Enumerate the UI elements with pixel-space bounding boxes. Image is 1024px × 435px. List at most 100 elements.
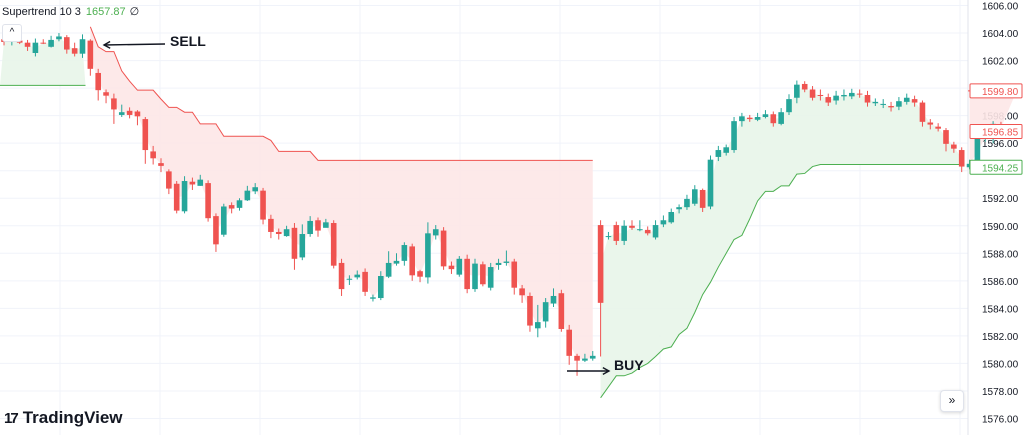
candle-body xyxy=(739,116,745,122)
candle-body xyxy=(668,211,675,223)
candle-body xyxy=(401,245,408,261)
candle-body xyxy=(448,265,455,270)
candle-body xyxy=(487,267,494,288)
candle-body xyxy=(935,126,941,129)
candle-body xyxy=(495,262,502,265)
indicator-legend[interactable]: Supertrend 10 3 1657.87 ∅ xyxy=(2,5,139,18)
candle-body xyxy=(283,229,290,237)
logo-text: TradingView xyxy=(22,408,123,427)
candle-body xyxy=(582,358,588,361)
candle-body xyxy=(888,105,894,108)
candle-body xyxy=(260,190,266,220)
candle-body xyxy=(660,220,667,225)
candle-body xyxy=(370,297,376,299)
candle-body xyxy=(150,151,156,159)
y-tick-label: 1602.00 xyxy=(982,57,1019,68)
candle-body xyxy=(307,220,313,235)
y-tick-label: 1580.00 xyxy=(982,359,1019,370)
candle-body xyxy=(236,200,243,208)
candle-body xyxy=(221,206,227,235)
supertrend-down-fill xyxy=(90,26,593,360)
indicator-extra: ∅ xyxy=(129,6,140,18)
tradingview-logo[interactable]: 17 TradingView xyxy=(4,408,123,428)
candle-body xyxy=(613,225,620,241)
candle-body xyxy=(142,119,149,151)
candle-body xyxy=(464,258,470,290)
candle-body xyxy=(903,97,910,102)
double-chevron-right-icon: » xyxy=(948,393,956,407)
sell-arrow-head xyxy=(102,40,111,49)
candle-body xyxy=(252,187,258,192)
candle-body xyxy=(943,130,949,144)
candle-body xyxy=(126,110,133,115)
candle-body xyxy=(118,112,125,115)
candle-body xyxy=(48,39,54,47)
candle-body xyxy=(896,101,902,107)
candle-body xyxy=(354,274,361,278)
candle-body xyxy=(621,225,627,241)
price-label-box xyxy=(969,123,1023,139)
candle-body xyxy=(841,94,847,97)
candle-body xyxy=(864,94,871,103)
candle-body xyxy=(181,181,188,212)
candle-body xyxy=(927,122,934,125)
candle-body xyxy=(417,271,423,277)
candle-body xyxy=(707,159,714,207)
candle-body xyxy=(393,260,400,264)
candle-body xyxy=(299,234,306,258)
candle-body xyxy=(197,179,204,186)
candle-body xyxy=(166,171,172,189)
candle-body xyxy=(503,261,510,263)
candle-body xyxy=(244,190,251,201)
y-tick-label: 1590.00 xyxy=(982,222,1019,233)
candle-body xyxy=(746,117,753,120)
y-tick-label: 1586.00 xyxy=(982,277,1019,288)
candle-body xyxy=(268,218,274,232)
candle-body xyxy=(362,271,368,292)
candle-body xyxy=(550,295,557,304)
collapse-legend-button[interactable]: ^ xyxy=(2,24,22,42)
candle-body xyxy=(880,103,886,105)
candle-body xyxy=(833,95,839,101)
candle-body xyxy=(64,37,70,50)
candle-body xyxy=(87,40,94,69)
tradingview-logo-icon: 17 xyxy=(4,409,19,427)
candle-body xyxy=(801,83,808,90)
candle-body xyxy=(699,189,706,208)
candle-body xyxy=(911,99,918,103)
candle-body xyxy=(338,262,345,290)
candle-body xyxy=(597,225,604,303)
candle-body xyxy=(432,229,439,236)
sell-arrow xyxy=(103,43,166,46)
y-tick-label: 1588.00 xyxy=(982,249,1019,260)
scroll-to-realtime-button[interactable]: » xyxy=(940,390,964,412)
y-tick-label: 1576.00 xyxy=(982,414,1019,425)
y-tick-label: 1592.00 xyxy=(982,194,1019,205)
candle-body xyxy=(472,263,478,290)
candle-body xyxy=(676,207,682,210)
candle-body xyxy=(189,181,196,185)
candle-body xyxy=(511,261,518,288)
y-tick-label: 1604.00 xyxy=(982,29,1019,40)
supertrend-up-fill xyxy=(600,86,962,398)
candle-body xyxy=(558,293,565,330)
candle-body xyxy=(71,48,78,54)
candle-body xyxy=(754,117,761,120)
candle-body xyxy=(589,355,596,359)
candle-body xyxy=(158,163,164,166)
candle-body xyxy=(40,42,47,44)
supertrend-up-fill xyxy=(0,37,86,86)
candle-body xyxy=(56,36,62,40)
candle-body xyxy=(692,189,698,204)
candle-body xyxy=(566,329,572,356)
candle-body xyxy=(173,183,180,211)
y-tick-label: 1582.00 xyxy=(982,332,1019,343)
y-tick-label: 1578.00 xyxy=(982,387,1019,398)
candle-body xyxy=(778,112,784,124)
supertrend-up-line xyxy=(600,164,962,399)
candle-body xyxy=(527,295,533,326)
candle-body xyxy=(205,183,211,219)
candle-body xyxy=(872,101,879,104)
